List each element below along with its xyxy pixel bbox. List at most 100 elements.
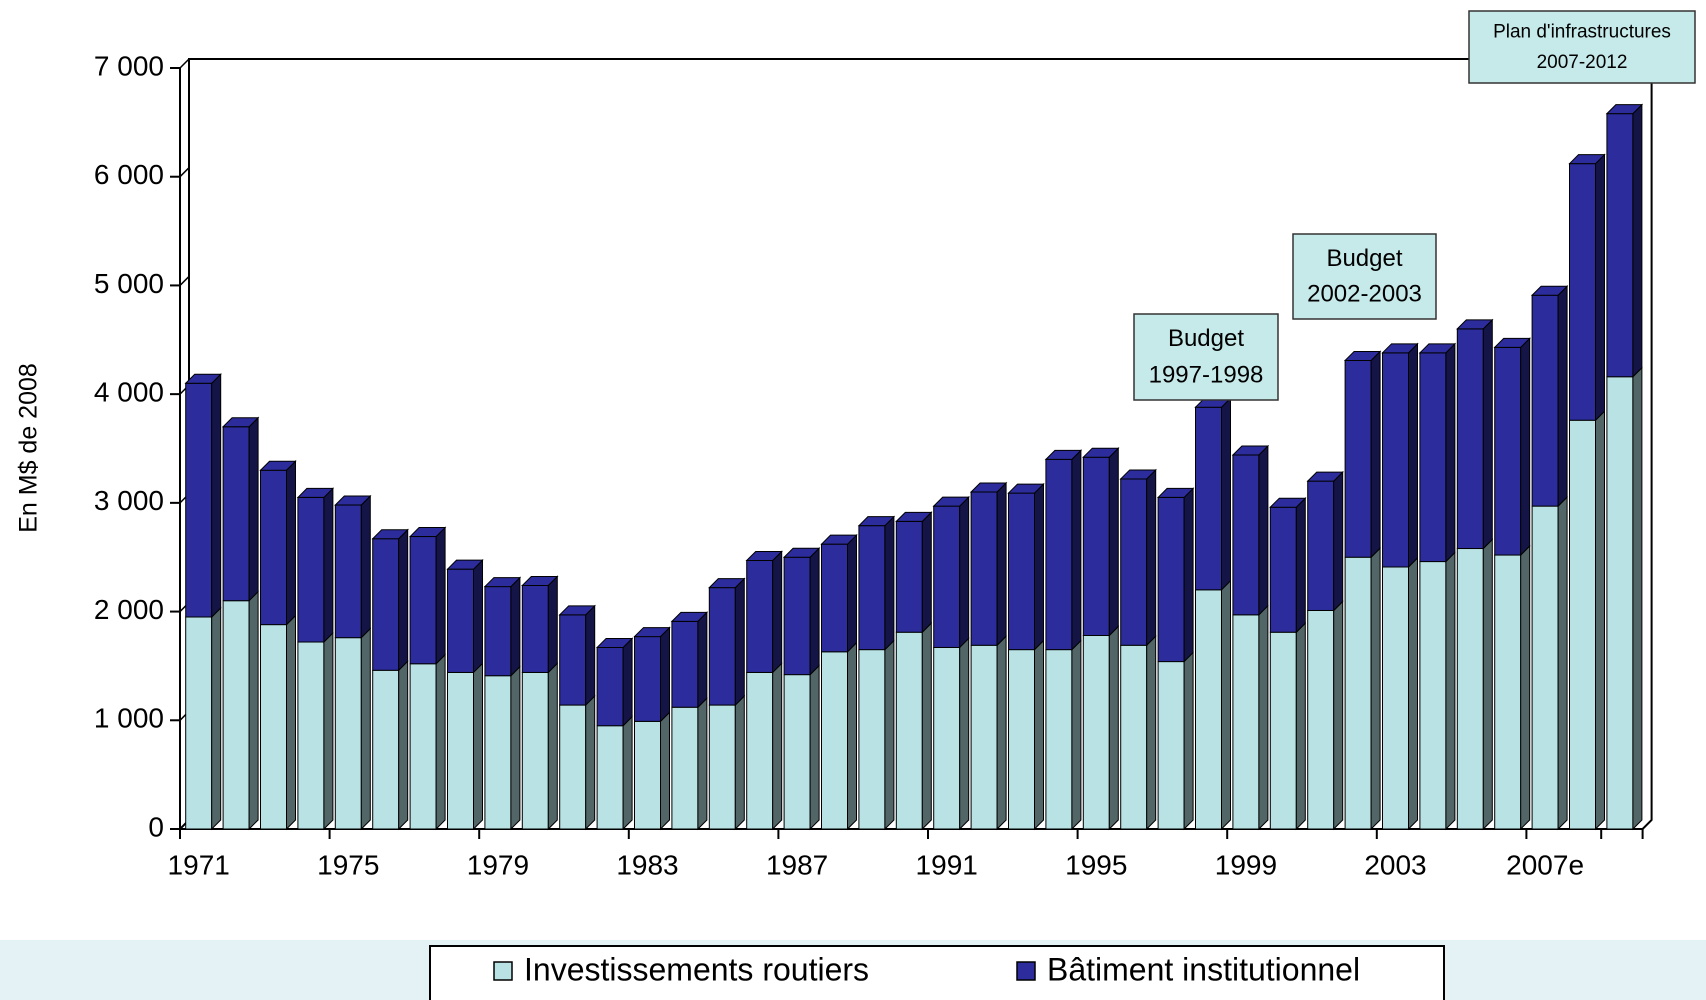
bar-side (922, 623, 931, 829)
bar-side (623, 717, 632, 829)
annotation-text: 1997-1998 (1149, 361, 1264, 388)
bar-segment (1158, 497, 1184, 661)
bar-segment (1046, 650, 1072, 829)
bar-segment (1009, 650, 1035, 829)
bar-segment (1495, 555, 1521, 829)
bar-segment (1083, 457, 1109, 635)
x-tick-label: 1975 (317, 849, 379, 880)
bar-segment (1308, 610, 1334, 829)
bar-segment (1607, 377, 1633, 829)
bar-segment (298, 497, 324, 642)
bar-segment (522, 672, 548, 829)
bar-side (1521, 546, 1530, 829)
bar-segment (223, 601, 249, 829)
bar-segment (896, 632, 922, 829)
bar-side (1558, 497, 1567, 829)
bar-segment (747, 672, 773, 829)
bar-segment (635, 721, 661, 829)
bar-side (1147, 636, 1156, 829)
annotation-text: Plan d'infrastructures (1493, 22, 1671, 43)
bar-segment (822, 652, 848, 829)
bar-side (1147, 470, 1156, 645)
y-tick-label: 0 (148, 811, 164, 842)
chart: En M$ de 2008 01 0002 0003 0004 0005 000… (0, 0, 1706, 1000)
bar-side (1334, 472, 1343, 610)
y-tick-label: 1 000 (94, 703, 164, 734)
bar-segment (859, 526, 885, 650)
page: En M$ de 2008 01 0002 0003 0004 0005 000… (0, 0, 1706, 1000)
bar-segment (971, 492, 997, 645)
bar-segment (485, 676, 511, 829)
bar-segment (822, 544, 848, 652)
bar-segment (1457, 549, 1483, 829)
bar-segment (1121, 645, 1147, 829)
bar-side (848, 643, 857, 829)
bar-segment (522, 585, 548, 672)
bar-segment (1420, 353, 1446, 562)
bar-segment (560, 705, 586, 829)
bar-side (1446, 344, 1455, 562)
bar-segment (1158, 662, 1184, 829)
bar-side (1483, 540, 1492, 829)
bar-side (511, 667, 520, 829)
bar-side (511, 578, 520, 676)
bar-side (1371, 351, 1380, 557)
bar-side (249, 418, 258, 601)
y-axis-label: En M$ de 2008 (15, 363, 43, 533)
legend-swatch (494, 962, 512, 980)
bar-segment (709, 705, 735, 829)
bar-segment (1270, 632, 1296, 829)
bar-side (1184, 488, 1193, 661)
bar-side (661, 628, 670, 722)
x-tick-label: 1987 (766, 849, 828, 880)
bar-side (399, 661, 408, 829)
bar-side (960, 638, 969, 829)
bar-side (661, 712, 670, 829)
bar-side (1596, 155, 1605, 421)
bar-segment (485, 587, 511, 676)
bar-segment (410, 664, 436, 829)
bar-side (698, 698, 707, 829)
bar-side (1072, 450, 1081, 649)
bar-side (1072, 641, 1081, 829)
bar-segment (784, 675, 810, 829)
bar-segment (410, 537, 436, 664)
annotation-text: 2002-2003 (1307, 281, 1422, 308)
bar-side (698, 612, 707, 707)
bar-segment (373, 539, 399, 671)
bar-segment (971, 645, 997, 829)
bar-side (324, 488, 333, 642)
bar-side (287, 616, 296, 829)
bar-segment (934, 506, 960, 647)
bar-side (960, 497, 969, 647)
bar-segment (1270, 507, 1296, 632)
bar-segment (859, 650, 885, 829)
bar-side (1409, 344, 1418, 567)
bar-side (810, 666, 819, 829)
y-tick-label: 6 000 (94, 159, 164, 190)
bar-segment (186, 617, 212, 829)
x-tick-label: 2007e (1506, 849, 1584, 880)
bar-segment (672, 621, 698, 707)
x-tick-label: 1979 (467, 849, 529, 880)
bar-segment (335, 505, 361, 638)
bar-segment (934, 647, 960, 829)
bar-segment (1046, 459, 1072, 649)
annotation-text: Budget (1168, 325, 1244, 352)
x-tick-label: 1991 (916, 849, 978, 880)
bar-side (474, 663, 483, 829)
bar-side (848, 535, 857, 652)
bar-segment (1121, 479, 1147, 645)
bar-side (1184, 653, 1193, 829)
bar-segment (747, 560, 773, 672)
bar-segment (448, 672, 474, 829)
bar-segment (1308, 481, 1334, 610)
bar-side (1296, 498, 1305, 632)
bar-segment (1570, 164, 1596, 421)
bar-segment (1083, 635, 1109, 829)
bar-side (1558, 286, 1567, 506)
bar-side (212, 374, 221, 617)
bar-side (810, 548, 819, 674)
bar-side (586, 606, 595, 705)
bar-segment (635, 637, 661, 722)
